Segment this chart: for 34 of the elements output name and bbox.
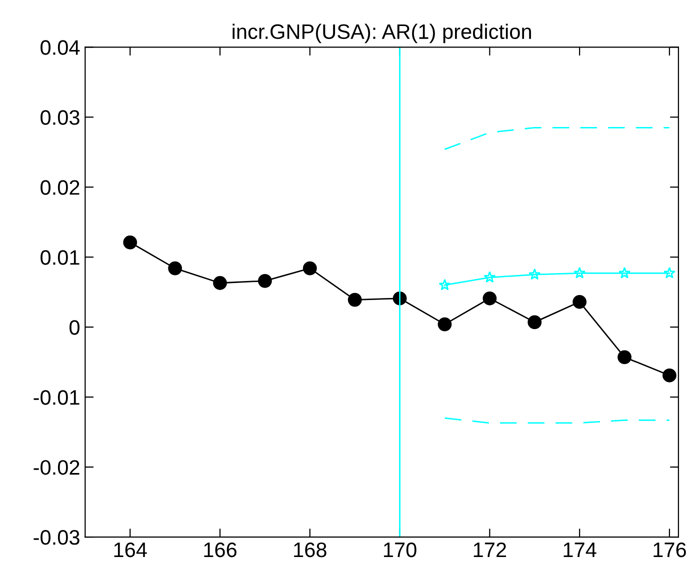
point — [528, 268, 541, 280]
point — [168, 261, 182, 276]
y-tick-label: -0.01 — [34, 390, 80, 405]
x-tick-label: 170 — [384, 542, 416, 558]
x-tick-label: 166 — [204, 542, 236, 558]
x-tick-label: 164 — [114, 542, 147, 558]
point — [662, 368, 676, 382]
y-tick-label: -0.03 — [34, 530, 80, 545]
point — [482, 291, 497, 306]
point — [574, 266, 586, 278]
x-tick-label: 172 — [474, 542, 506, 558]
point — [438, 278, 451, 290]
y-tick-label: 0.03 — [40, 110, 80, 125]
point — [528, 315, 542, 330]
point — [484, 271, 496, 283]
point — [438, 317, 452, 332]
x-tick-label: 174 — [564, 542, 596, 558]
y-tick-label: 0 — [70, 320, 80, 335]
point — [123, 235, 138, 250]
x-tick-label: 168 — [294, 542, 326, 558]
chart-title: incr.GNP(USA): AR(1) prediction — [232, 24, 531, 44]
point — [348, 292, 362, 307]
point — [258, 274, 272, 288]
point — [618, 266, 630, 278]
y-tick-label: -0.02 — [34, 460, 80, 475]
y-tick-label: 0.01 — [40, 250, 80, 265]
y-tick-label: 0.04 — [40, 40, 80, 55]
point — [213, 276, 227, 290]
y-tick-label: 0.02 — [40, 180, 80, 195]
point — [663, 266, 676, 278]
point — [572, 294, 587, 309]
point — [302, 261, 317, 276]
x-tick-label: 176 — [654, 542, 686, 558]
point — [618, 350, 632, 364]
